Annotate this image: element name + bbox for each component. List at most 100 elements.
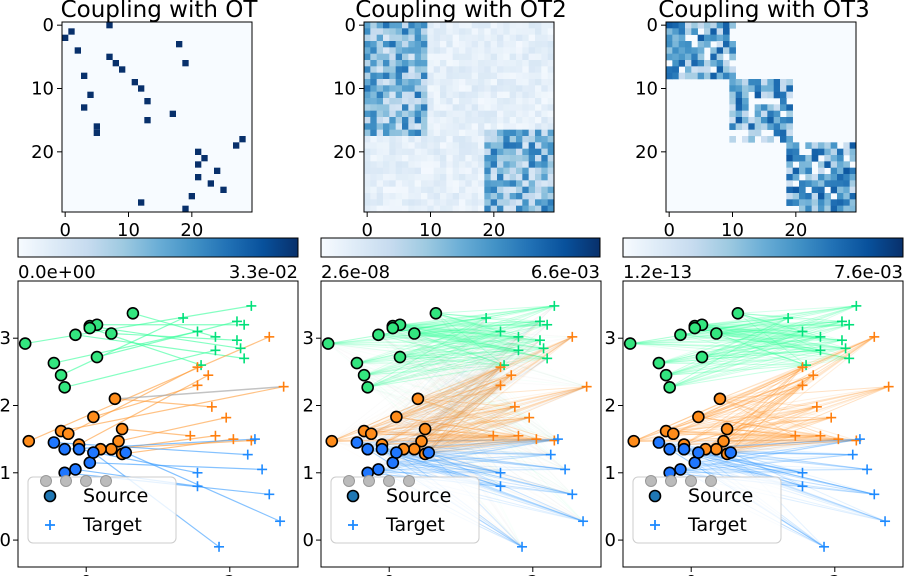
heatmap-cell (389, 180, 396, 187)
heatmap-cell (818, 180, 825, 187)
coupling-line (424, 453, 501, 487)
coupling-line (669, 336, 821, 388)
heatmap-cell (547, 72, 555, 80)
heatmap-cell (370, 53, 377, 61)
heatmap-cell (182, 205, 189, 212)
x-tick-label: 20 (784, 220, 807, 241)
coupling-line (730, 452, 853, 456)
heatmap-cell (364, 47, 371, 54)
coupling-line (630, 320, 843, 345)
heatmap-cell (408, 91, 415, 99)
heatmap-cell (395, 180, 403, 187)
heatmap-cell (433, 66, 441, 73)
coupling-line (424, 384, 501, 455)
heatmap-cell (516, 186, 523, 194)
coupling-line (428, 364, 505, 453)
heatmap-cell (427, 41, 434, 48)
coupling-line (381, 384, 501, 445)
heatmap-cell (535, 66, 542, 73)
heatmap-cell (729, 98, 736, 105)
coupling-line (630, 343, 807, 366)
heatmap-cell (484, 98, 491, 105)
source-marker (390, 446, 403, 459)
coupling-line (727, 417, 832, 430)
coupling-line (364, 347, 544, 376)
coupling-line (669, 347, 846, 388)
heatmap-cell (459, 22, 466, 29)
coupling-line (716, 440, 857, 450)
source-marker (429, 307, 443, 320)
target-marker (869, 489, 880, 500)
heatmap-cell (509, 117, 517, 124)
heatmap-cell (433, 41, 441, 48)
heatmap-cell (522, 136, 529, 143)
heatmap-cell (729, 117, 736, 124)
coupling-line (425, 438, 537, 455)
heatmap-cell (697, 34, 705, 42)
heatmap-cell (440, 123, 447, 130)
heatmap-cell (383, 148, 390, 156)
coupling-line (367, 349, 519, 450)
heatmap-cell (376, 22, 384, 29)
heatmap-cell (414, 205, 422, 213)
heatmap-cell (383, 41, 390, 48)
heatmap-cell (490, 110, 498, 118)
coupling-line (435, 312, 544, 349)
heatmap-cell (672, 28, 679, 35)
heatmap-cell (780, 98, 787, 105)
heatmap-cell (433, 34, 441, 42)
heatmap-cell (490, 155, 498, 162)
coupling-line (392, 327, 501, 474)
coupling-line (399, 349, 519, 358)
heatmap-cell (421, 193, 428, 200)
heatmap-cell (402, 41, 409, 48)
coupling-line (371, 406, 515, 435)
heatmap-cell (497, 174, 504, 181)
heatmap-cell (471, 66, 479, 73)
target-marker (249, 434, 260, 445)
heatmap-cell (541, 123, 548, 130)
heatmap-cell (761, 104, 768, 111)
heatmap-cell (547, 136, 555, 143)
coupling-line (428, 452, 584, 522)
heatmap-cell (478, 117, 485, 124)
heatmap-cell (742, 117, 749, 124)
heatmap-cell (376, 117, 384, 124)
heatmap-cell (541, 41, 548, 48)
coupling-line (723, 435, 796, 442)
coupling-line (665, 324, 850, 376)
heatmap-cell (433, 148, 441, 156)
coupling-line (396, 416, 537, 440)
legend-source-label: Source (688, 485, 753, 507)
heatmap-cell (490, 91, 498, 99)
heatmap-cell (830, 167, 838, 175)
heatmap-cell (522, 72, 529, 80)
heatmap-cell (446, 79, 453, 86)
coupling-line (719, 336, 875, 400)
heatmap-cell (478, 41, 485, 48)
heatmap-cell (452, 72, 460, 80)
heatmap-cell (452, 117, 460, 124)
heatmap-cell (780, 123, 787, 130)
heatmap-cell (478, 53, 485, 61)
heatmap-cell (389, 79, 396, 86)
heatmap-cell (522, 180, 529, 187)
heatmap-cell (849, 142, 857, 149)
heatmap-cell (497, 136, 504, 143)
heatmap-cell (395, 199, 403, 206)
heatmap-cell (528, 60, 536, 67)
coupling-line (367, 324, 548, 388)
target-marker (552, 434, 563, 445)
heatmap-cell (528, 110, 536, 118)
heatmap-cell (370, 123, 377, 130)
heatmap-cell (503, 53, 510, 61)
heatmap-cell (716, 72, 724, 80)
heatmap-cell (383, 66, 390, 73)
heatmap-cell (465, 104, 472, 111)
heatmap-cell (459, 47, 466, 54)
heatmap-cell (471, 193, 479, 200)
coupling-line (665, 374, 814, 432)
heatmap-cell (465, 205, 472, 213)
heatmap-cell (742, 136, 749, 143)
coupling-line (701, 349, 821, 358)
